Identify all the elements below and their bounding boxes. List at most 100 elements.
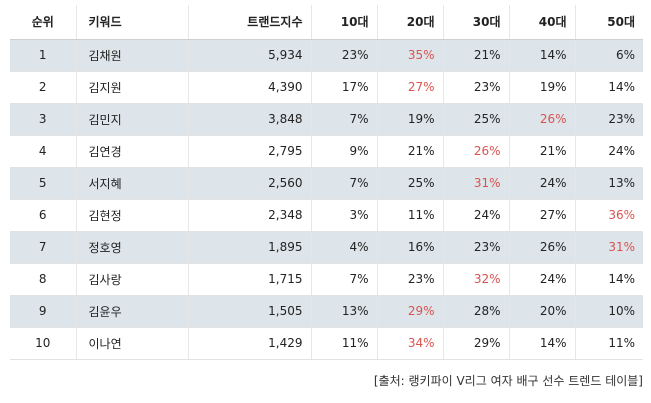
table-row: 5 서지혜 2,560 7% 25% 31% 24% 13% (10, 166, 643, 200)
header-age-30: 30대 (442, 5, 509, 40)
cell-keyword: 김윤우 (75, 294, 188, 328)
header-keyword: 키워드 (75, 5, 188, 40)
cell-age-10: 13% (310, 294, 377, 328)
cell-trend-index: 2,795 (187, 134, 311, 168)
table-row: 9 김윤우 1,505 13% 29% 28% 20% 10% (10, 294, 643, 328)
table-row: 3 김민지 3,848 7% 19% 25% 26% 23% (10, 102, 643, 136)
cell-keyword: 서지혜 (75, 166, 188, 200)
cell-age-10: 7% (310, 166, 377, 200)
cell-keyword: 이나연 (75, 326, 188, 360)
cell-age-40: 26% (508, 230, 575, 264)
cell-rank: 1 (10, 38, 76, 72)
trend-table: 순위 키워드 트랜드지수 10대 20대 30대 40대 50대 1 김채원 5,9… (10, 5, 643, 360)
cell-age-50: 13% (574, 166, 643, 200)
cell-age-40: 19% (508, 70, 575, 104)
cell-keyword: 김사랑 (75, 262, 188, 296)
cell-keyword: 김채원 (75, 38, 188, 72)
cell-age-20: 35% (376, 38, 443, 72)
cell-age-40: 20% (508, 294, 575, 328)
cell-age-40: 27% (508, 198, 575, 232)
cell-age-20: 21% (376, 134, 443, 168)
cell-age-50: 6% (574, 38, 643, 72)
cell-age-50: 14% (574, 262, 643, 296)
cell-trend-index: 4,390 (187, 70, 311, 104)
cell-age-30: 28% (442, 294, 509, 328)
cell-age-40: 21% (508, 134, 575, 168)
cell-trend-index: 2,560 (187, 166, 311, 200)
header-rank: 순위 (10, 5, 76, 40)
cell-trend-index: 1,429 (187, 326, 311, 360)
cell-rank: 3 (10, 102, 76, 136)
header-trend-index: 트랜드지수 (187, 5, 311, 40)
source-caption: [출처: 랭키파이 V리그 여자 배구 선수 트렌드 테이블] (373, 374, 643, 388)
cell-keyword: 김민지 (75, 102, 188, 136)
cell-age-10: 7% (310, 262, 377, 296)
cell-age-50: 31% (574, 230, 643, 264)
cell-age-30: 26% (442, 134, 509, 168)
cell-age-20: 27% (376, 70, 443, 104)
cell-rank: 4 (10, 134, 76, 168)
cell-age-10: 3% (310, 198, 377, 232)
cell-age-30: 32% (442, 262, 509, 296)
cell-rank: 6 (10, 198, 76, 232)
cell-age-30: 24% (442, 198, 509, 232)
cell-trend-index: 3,848 (187, 102, 311, 136)
cell-age-50: 36% (574, 198, 643, 232)
cell-age-30: 31% (442, 166, 509, 200)
cell-trend-index: 1,895 (187, 230, 311, 264)
cell-age-30: 23% (442, 70, 509, 104)
cell-age-20: 25% (376, 166, 443, 200)
cell-trend-index: 1,505 (187, 294, 311, 328)
cell-rank: 5 (10, 166, 76, 200)
cell-age-10: 23% (310, 38, 377, 72)
cell-age-20: 19% (376, 102, 443, 136)
cell-age-50: 14% (574, 70, 643, 104)
header-age-40: 40대 (508, 5, 575, 40)
table-row: 8 김사랑 1,715 7% 23% 32% 24% 14% (10, 262, 643, 296)
cell-trend-index: 5,934 (187, 38, 311, 72)
table-row: 2 김지원 4,390 17% 27% 23% 19% 14% (10, 70, 643, 104)
cell-age-10: 9% (310, 134, 377, 168)
cell-rank: 10 (10, 326, 76, 360)
cell-age-30: 23% (442, 230, 509, 264)
table-row: 6 김현정 2,348 3% 11% 24% 27% 36% (10, 198, 643, 232)
cell-rank: 2 (10, 70, 76, 104)
cell-keyword: 김지원 (75, 70, 188, 104)
table-body: 1 김채원 5,934 23% 35% 21% 14% 6% 2 김지원 4,390 17% 27% 23… (10, 38, 643, 360)
table-row: 7 정호영 1,895 4% 16% 23% 26% 31% (10, 230, 643, 264)
cell-age-50: 23% (574, 102, 643, 136)
cell-age-20: 11% (376, 198, 443, 232)
cell-age-40: 26% (508, 102, 575, 136)
cell-rank: 7 (10, 230, 76, 264)
cell-trend-index: 2,348 (187, 198, 311, 232)
cell-keyword: 김연경 (75, 134, 188, 168)
cell-age-30: 29% (442, 326, 509, 360)
table-row: 1 김채원 5,934 23% 35% 21% 14% 6% (10, 38, 643, 72)
cell-age-10: 17% (310, 70, 377, 104)
cell-age-20: 16% (376, 230, 443, 264)
cell-age-30: 21% (442, 38, 509, 72)
cell-keyword: 정호영 (75, 230, 188, 264)
cell-age-40: 24% (508, 262, 575, 296)
cell-age-10: 11% (310, 326, 377, 360)
cell-age-20: 29% (376, 294, 443, 328)
cell-age-50: 24% (574, 134, 643, 168)
table-row: 4 김연경 2,795 9% 21% 26% 21% 24% (10, 134, 643, 168)
cell-age-50: 10% (574, 294, 643, 328)
cell-age-20: 34% (376, 326, 443, 360)
table-header: 순위 키워드 트랜드지수 10대 20대 30대 40대 50대 (10, 5, 643, 40)
cell-age-40: 14% (508, 326, 575, 360)
header-age-10: 10대 (310, 5, 377, 40)
header-age-50: 50대 (574, 5, 643, 40)
cell-age-10: 4% (310, 230, 377, 264)
cell-age-30: 25% (442, 102, 509, 136)
cell-age-50: 11% (574, 326, 643, 360)
header-row: 순위 키워드 트랜드지수 10대 20대 30대 40대 50대 (10, 5, 643, 40)
cell-rank: 8 (10, 262, 76, 296)
cell-rank: 9 (10, 294, 76, 328)
cell-trend-index: 1,715 (187, 262, 311, 296)
cell-keyword: 김현정 (75, 198, 188, 232)
table-row: 10 이나연 1,429 11% 34% 29% 14% 11% (10, 326, 643, 360)
cell-age-10: 7% (310, 102, 377, 136)
